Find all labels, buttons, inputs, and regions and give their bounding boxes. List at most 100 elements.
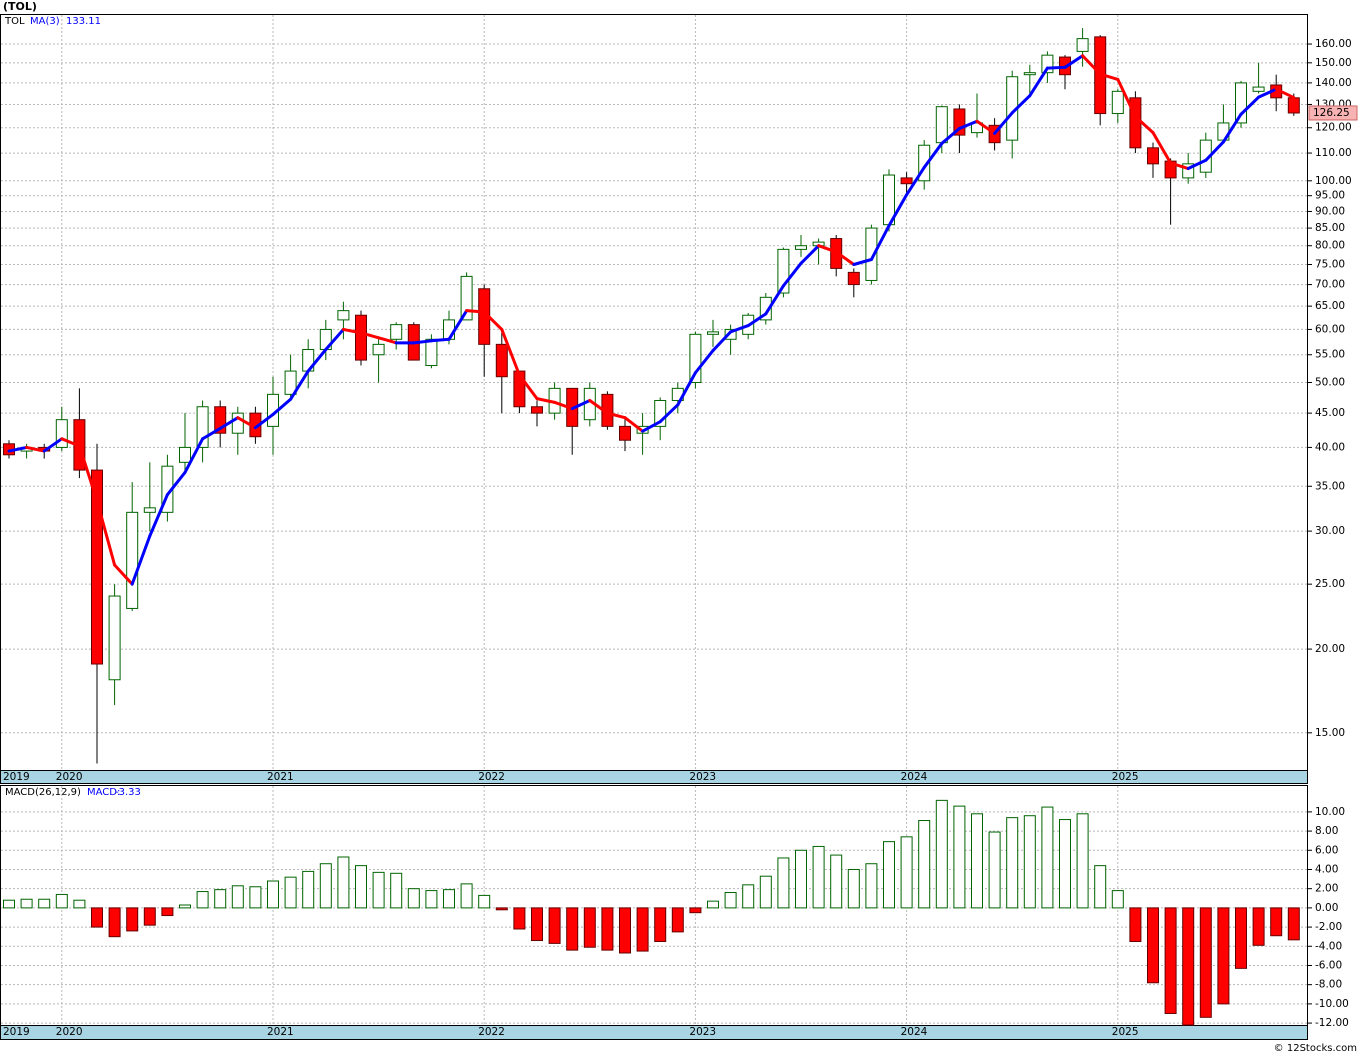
ma-line [922, 141, 944, 169]
macd-bar [671, 907, 684, 933]
macd-bar [1076, 813, 1089, 909]
x-tick-label: 2024 [901, 771, 928, 783]
ma-line [1028, 66, 1049, 98]
macd-bar [249, 886, 262, 909]
candle-body [847, 271, 860, 286]
macd-bar [1164, 907, 1177, 1014]
macd-bar [390, 872, 403, 909]
ma-line [1116, 77, 1137, 119]
macd-bar [1252, 907, 1265, 946]
macd-bar [812, 845, 825, 909]
ma-line [746, 312, 768, 328]
y-tick-label: 80.00 [1315, 240, 1345, 252]
ma-line [359, 331, 381, 340]
ma-line [764, 284, 785, 316]
macd-bar [1094, 865, 1107, 909]
ma-line [95, 499, 117, 567]
ma-line [1257, 87, 1278, 99]
macd-bar [214, 889, 227, 909]
candle-body [337, 310, 350, 321]
macd-bar [918, 820, 931, 909]
ma-line [1010, 94, 1032, 115]
ma-line [1133, 115, 1155, 135]
x-tick-label: 2020 [56, 1026, 83, 1038]
ma-line [817, 244, 838, 254]
ma-line [887, 193, 909, 228]
ma-line [1169, 161, 1190, 171]
ma-line [1045, 65, 1067, 70]
x-tick-label: 2024 [901, 1026, 928, 1038]
candle-body [143, 507, 156, 513]
macd-bar [583, 907, 596, 948]
x-tick-label: 2021 [267, 1026, 294, 1038]
y-tick-label: 120.00 [1315, 122, 1352, 134]
macd-bar [900, 836, 913, 909]
legend-ma: MA(3) [30, 16, 60, 27]
ma-line [940, 126, 961, 145]
candle-body [91, 469, 103, 665]
macd-bar [601, 907, 614, 951]
y-tick-label: -10.00 [1315, 998, 1349, 1010]
macd-bar [759, 875, 772, 909]
candle-body [1287, 97, 1300, 114]
y-tick-label: 60.00 [1315, 323, 1345, 335]
macd-bar [319, 863, 332, 909]
y-tick-label: 40.00 [1315, 441, 1345, 453]
macd-bar [1023, 815, 1036, 909]
macd-bar [1006, 817, 1019, 909]
last-price-box [1308, 105, 1358, 121]
macd-bar [1235, 907, 1247, 969]
macd-bar [619, 907, 631, 954]
macd-bar [161, 907, 174, 917]
x-tick-label: 2019 [3, 771, 30, 783]
macd-bar [865, 863, 878, 909]
y-tick-label: 20.00 [1315, 643, 1345, 655]
y-tick-label: 85.00 [1315, 222, 1345, 234]
macd-bar [566, 907, 579, 951]
macd-bar [407, 888, 420, 909]
y-tick-label: -6.00 [1315, 959, 1342, 971]
x-tick-label: 2020 [56, 771, 83, 783]
ma-line [271, 397, 293, 416]
candle-body [126, 511, 139, 609]
macd-bar [883, 841, 895, 909]
y-tick-label: 95.00 [1315, 190, 1345, 202]
legend-ma-value: 133.11 [66, 16, 101, 27]
ma-line [77, 444, 99, 503]
ma-line [1239, 95, 1261, 116]
candle-body [900, 177, 913, 185]
legend-symbol: TOL [4, 16, 25, 27]
candle-body [918, 144, 931, 182]
ma-line [588, 398, 609, 415]
macd-bar [1129, 907, 1142, 942]
candle-body [231, 412, 244, 434]
y-tick-label: 15.00 [1315, 727, 1345, 739]
x-tick-label: 2019 [3, 1026, 30, 1038]
ma-line [201, 426, 222, 441]
ma-line [289, 369, 310, 401]
macd-bar [707, 900, 719, 909]
ma-line [1098, 72, 1120, 81]
y-tick-label: 150.00 [1315, 57, 1352, 69]
macd-bar [108, 907, 121, 938]
macd-bar [91, 907, 103, 928]
macd-bar [267, 880, 279, 909]
candle-body [953, 108, 966, 136]
credit: © 12Stocks.com [1274, 1043, 1357, 1054]
candle-body [777, 248, 790, 294]
ma-line [341, 327, 363, 335]
y-tick-label: 110.00 [1315, 147, 1352, 159]
ma-line [412, 339, 433, 345]
ma-line [658, 403, 680, 424]
macd-bar [20, 898, 33, 909]
macd-bar [971, 813, 983, 909]
macd-bar [1147, 907, 1159, 984]
ma-line [447, 309, 469, 341]
ma-line [605, 411, 627, 420]
candle-body [1147, 147, 1159, 165]
macd-bar [777, 857, 790, 909]
y-tick-label: 100.00 [1315, 175, 1352, 187]
ma-line [905, 165, 926, 197]
candle-body [795, 245, 807, 250]
